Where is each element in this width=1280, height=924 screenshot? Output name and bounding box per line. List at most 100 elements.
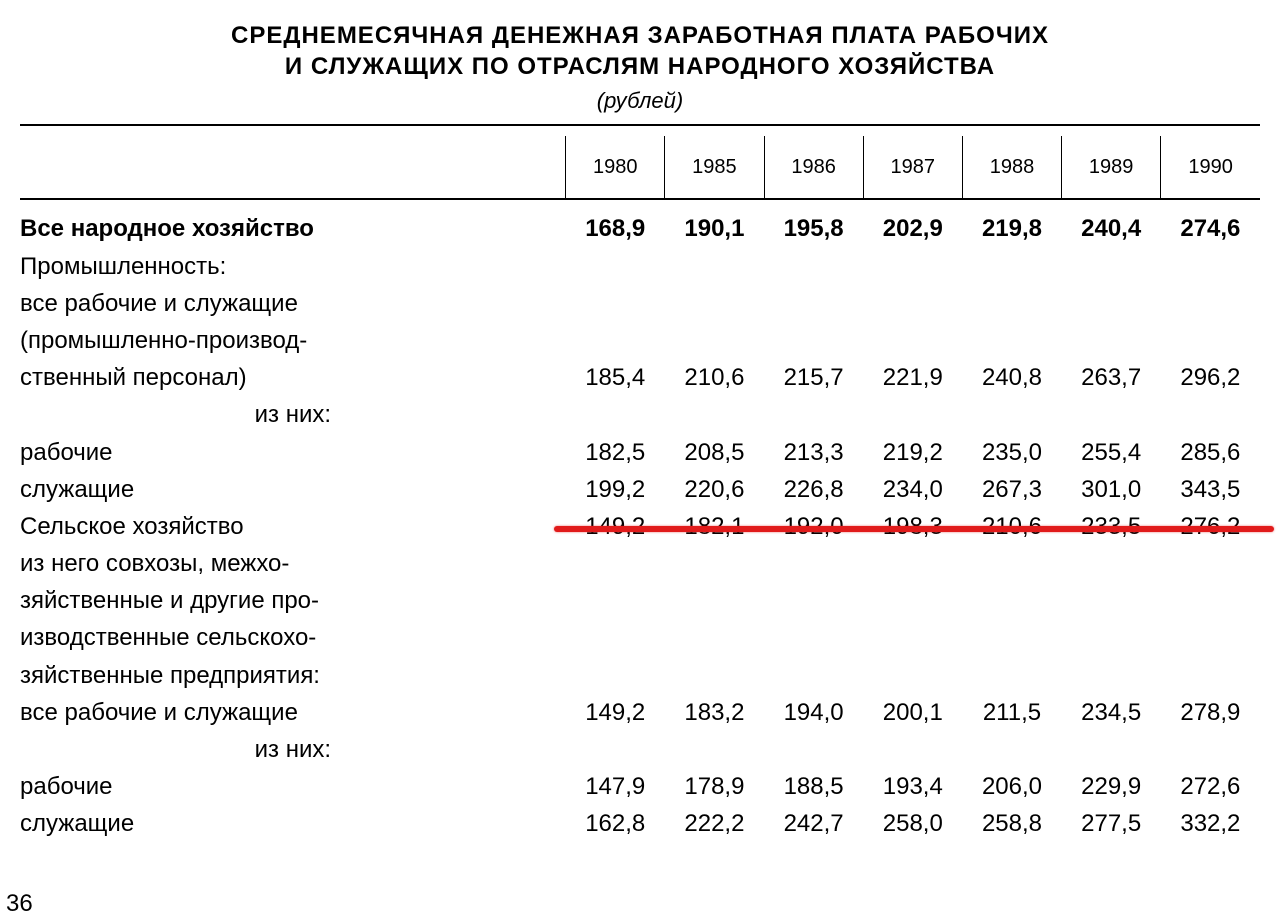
- table-row: рабочие182,5208,5213,3219,2235,0255,4285…: [20, 434, 1260, 471]
- cell-value: 234,5: [1062, 694, 1161, 731]
- cell-value: 301,0: [1062, 471, 1161, 508]
- cell-value: 258,8: [962, 805, 1061, 842]
- cell-value: 296,2: [1161, 285, 1260, 397]
- cell-value: [962, 545, 1061, 694]
- table-row: из них:: [20, 731, 1260, 768]
- cell-value: 193,4: [863, 768, 962, 805]
- cell-value: 162,8: [566, 805, 665, 842]
- cell-value: 147,9: [566, 768, 665, 805]
- row-label: рабочие: [20, 768, 566, 805]
- col-1988: 1988: [962, 136, 1061, 199]
- cell-value: 278,9: [1161, 694, 1260, 731]
- cell-value: 215,7: [764, 285, 863, 397]
- cell-value: [863, 731, 962, 768]
- table-row: Все народное хозяйство168,9190,1195,8202…: [20, 210, 1260, 247]
- row-label: из него совхозы, межхо-зяйственные и дру…: [20, 545, 566, 694]
- cell-value: 242,7: [764, 805, 863, 842]
- cell-value: [962, 248, 1061, 285]
- row-label: служащие: [20, 471, 566, 508]
- row-label-line: зяйственные предприятия:: [20, 657, 566, 694]
- cell-value: 183,2: [665, 694, 764, 731]
- page-number: 36: [6, 890, 33, 918]
- cell-value: 194,0: [764, 694, 863, 731]
- title-line-1: СРЕДНЕМЕСЯЧНАЯ ДЕНЕЖНАЯ ЗАРАБОТНАЯ ПЛАТА…: [231, 22, 1049, 49]
- row-label-line: ственный персонал): [20, 359, 566, 396]
- cell-value: 255,4: [1062, 434, 1161, 471]
- row-label: все рабочие и служащие(промышленно-произ…: [20, 285, 566, 397]
- cell-value: 182,5: [566, 434, 665, 471]
- cell-value: 240,8: [962, 285, 1061, 397]
- row-label-line: все рабочие и служащие: [20, 285, 566, 322]
- highlight-underline: [554, 526, 1274, 532]
- row-label-line: зяйственные и другие про-: [20, 582, 566, 619]
- table-row: из них:: [20, 396, 1260, 433]
- cell-value: [665, 545, 764, 694]
- col-1980: 1980: [566, 136, 665, 199]
- cell-value: 195,8: [764, 210, 863, 247]
- table-row: все рабочие и служащие149,2183,2194,0200…: [20, 694, 1260, 731]
- cell-value: [1062, 396, 1161, 433]
- table-row: рабочие147,9178,9188,5193,4206,0229,9272…: [20, 768, 1260, 805]
- cell-value: 258,0: [863, 805, 962, 842]
- page-title: СРЕДНЕМЕСЯЧНАЯ ДЕНЕЖНАЯ ЗАРАБОТНАЯ ПЛАТА…: [140, 20, 1140, 82]
- cell-value: 221,9: [863, 285, 962, 397]
- cell-value: 277,5: [1062, 805, 1161, 842]
- col-1985: 1985: [665, 136, 764, 199]
- row-label: из них:: [20, 731, 566, 768]
- row-label: из них:: [20, 396, 566, 433]
- col-1990: 1990: [1161, 136, 1260, 199]
- cell-value: [566, 731, 665, 768]
- table-row: Промышленность:: [20, 248, 1260, 285]
- cell-value: 220,6: [665, 471, 764, 508]
- cell-value: 343,5: [1161, 471, 1260, 508]
- cell-value: 332,2: [1161, 805, 1260, 842]
- wages-table: 1980 1985 1986 1987 1988 1989 1990 Все н…: [20, 124, 1260, 842]
- cell-value: [962, 396, 1061, 433]
- cell-value: [1161, 731, 1260, 768]
- header-blank: [20, 136, 566, 199]
- row-label-line: изводственные сельскохо-: [20, 619, 566, 656]
- unit-subtitle: (рублей): [20, 88, 1260, 114]
- cell-value: [764, 396, 863, 433]
- cell-value: 210,6: [665, 285, 764, 397]
- title-line-2: И СЛУЖАЩИХ ПО ОТРАСЛЯМ НАРОДНОГО ХОЗЯЙСТ…: [285, 53, 995, 80]
- cell-value: [566, 396, 665, 433]
- cell-value: [863, 545, 962, 694]
- col-1989: 1989: [1062, 136, 1161, 199]
- cell-value: 200,1: [863, 694, 962, 731]
- cell-value: 188,5: [764, 768, 863, 805]
- cell-value: 219,2: [863, 434, 962, 471]
- row-label-line: из него совхозы, межхо-: [20, 545, 566, 582]
- cell-value: 229,9: [1062, 768, 1161, 805]
- cell-value: [665, 396, 764, 433]
- table-row: служащие162,8222,2242,7258,0258,8277,533…: [20, 805, 1260, 842]
- cell-value: 202,9: [863, 210, 962, 247]
- cell-value: 168,9: [566, 210, 665, 247]
- cell-value: [665, 248, 764, 285]
- cell-value: 199,2: [566, 471, 665, 508]
- row-label: Промышленность:: [20, 248, 566, 285]
- cell-value: 235,0: [962, 434, 1061, 471]
- cell-value: 234,0: [863, 471, 962, 508]
- cell-value: [1161, 545, 1260, 694]
- row-label: Сельское хозяйство: [20, 508, 566, 545]
- cell-value: 226,8: [764, 471, 863, 508]
- cell-value: 149,2: [566, 694, 665, 731]
- cell-value: [566, 248, 665, 285]
- col-1987: 1987: [863, 136, 962, 199]
- cell-value: 272,6: [1161, 768, 1260, 805]
- cell-value: 213,3: [764, 434, 863, 471]
- cell-value: [1062, 731, 1161, 768]
- table-row: служащие199,2220,6226,8234,0267,3301,034…: [20, 471, 1260, 508]
- cell-value: 263,7: [1062, 285, 1161, 397]
- cell-value: 211,5: [962, 694, 1061, 731]
- cell-value: [863, 396, 962, 433]
- cell-value: 185,4: [566, 285, 665, 397]
- document-page: СРЕДНЕМЕСЯЧНАЯ ДЕНЕЖНАЯ ЗАРАБОТНАЯ ПЛАТА…: [0, 0, 1280, 843]
- cell-value: 208,5: [665, 434, 764, 471]
- cell-value: [1161, 396, 1260, 433]
- cell-value: 206,0: [962, 768, 1061, 805]
- cell-value: [962, 731, 1061, 768]
- cell-value: 274,6: [1161, 210, 1260, 247]
- cell-value: [566, 545, 665, 694]
